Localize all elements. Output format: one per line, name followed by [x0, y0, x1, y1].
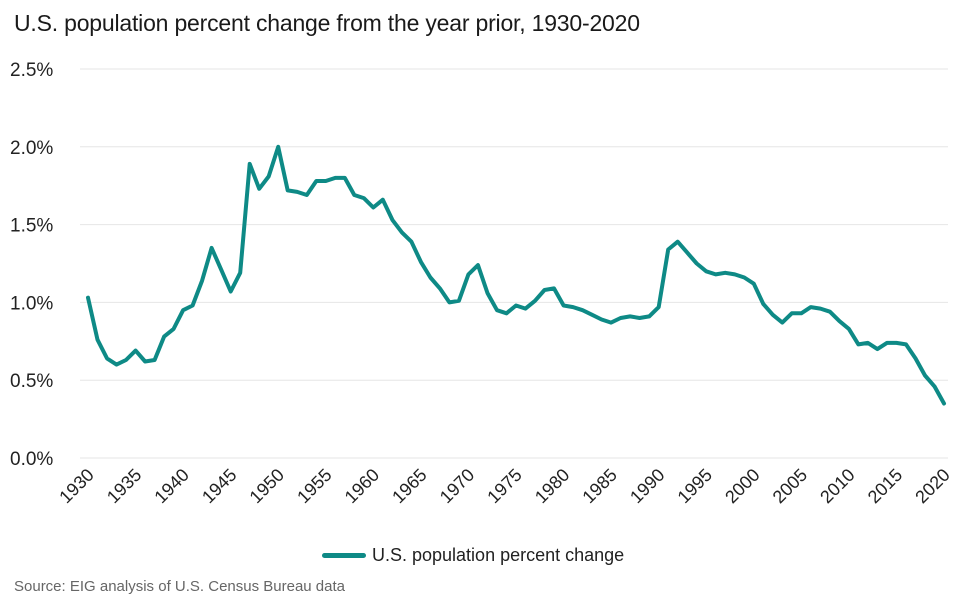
y-tick-label: 0.5%	[10, 371, 53, 392]
x-tick-label: 1980	[531, 465, 573, 507]
legend-label: U.S. population percent change	[372, 545, 625, 565]
y-tick-label: 2.5%	[10, 60, 53, 81]
x-tick-label: 1930	[55, 465, 97, 507]
chart-title: U.S. population percent change from the …	[14, 10, 640, 36]
y-tick-label: 2.0%	[10, 138, 53, 159]
x-tick-label: 1990	[626, 465, 668, 507]
y-axis-ticks: 0.0% 0.5% 1.0% 1.5% 2.0% 2.5%	[10, 60, 53, 470]
legend-swatch	[322, 553, 366, 558]
x-tick-label: 1935	[103, 465, 145, 507]
source-note: Source: EIG analysis of U.S. Census Bure…	[14, 578, 346, 595]
x-tick-label: 2000	[721, 465, 763, 507]
x-axis-ticks: 1930 1935 1940 1945 1950 1955 1960 1965 1970 1975…	[55, 465, 953, 507]
x-tick-label: 2010	[816, 465, 858, 507]
gridlines	[80, 68, 948, 459]
x-tick-label: 1960	[341, 465, 383, 507]
x-tick-label: 1975	[483, 465, 525, 507]
x-tick-label: 1995	[674, 465, 716, 507]
x-tick-label: 1985	[578, 465, 620, 507]
legend: U.S. population percent change	[322, 545, 624, 566]
series-line	[86, 144, 946, 406]
x-tick-label: 2020	[911, 465, 953, 507]
x-tick-label: 1950	[246, 465, 288, 507]
x-tick-label: 2015	[864, 465, 906, 507]
x-tick-label: 1940	[150, 465, 192, 507]
x-tick-label: 1965	[388, 465, 430, 507]
x-tick-label: 1945	[198, 465, 240, 507]
y-tick-label: 0.0%	[10, 449, 53, 470]
y-tick-label: 1.5%	[10, 216, 53, 237]
x-tick-label: 2005	[769, 465, 811, 507]
y-tick-label: 1.0%	[10, 293, 53, 314]
x-tick-label: 1955	[293, 465, 335, 507]
x-tick-label: 1970	[436, 465, 478, 507]
